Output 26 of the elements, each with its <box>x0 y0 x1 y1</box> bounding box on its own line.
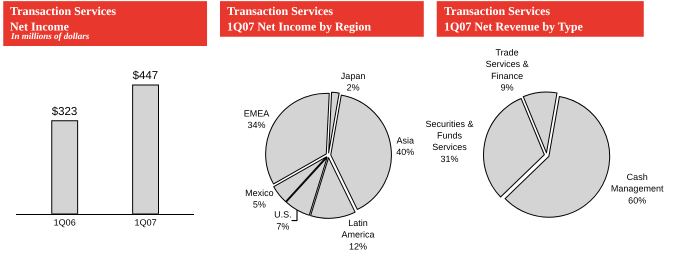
slice-label: Mexico <box>245 188 274 198</box>
data-label: 5% <box>252 200 266 210</box>
data-label: $323 <box>52 106 78 118</box>
x-tick-label: 1Q07 <box>134 218 157 228</box>
chart-title: Transaction Services 1Q07 Net Revenue by Type <box>444 4 584 34</box>
slice-label: Asia <box>396 135 414 146</box>
data-label: $447 <box>132 70 158 82</box>
chart-title: Transaction Services Net Income <box>10 4 116 34</box>
chart-subtitle: In millions of dollars <box>10 31 90 41</box>
slice-label: Japan <box>340 70 366 81</box>
data-label: 7% <box>276 221 290 232</box>
x-tick-label: 1Q06 <box>54 218 76 228</box>
data-label: 34% <box>247 120 266 130</box>
data-label: 2% <box>346 82 360 93</box>
slice-label: Trade Services & Finance <box>486 48 529 81</box>
data-label: 12% <box>349 241 368 252</box>
slice-label: Cash Management <box>610 172 664 194</box>
data-label: 31% <box>440 154 459 164</box>
slice-label: Latin America <box>342 218 375 240</box>
data-label: 40% <box>396 147 414 158</box>
slice-label: Securities & Funds Services <box>425 118 474 152</box>
data-label: 60% <box>628 195 646 206</box>
chart-title: Transaction Services 1Q07 Net Income by Region <box>227 4 372 34</box>
slice-label: U.S. <box>274 210 292 220</box>
data-label: 9% <box>500 82 514 93</box>
slice-label: EMEA <box>244 108 270 118</box>
